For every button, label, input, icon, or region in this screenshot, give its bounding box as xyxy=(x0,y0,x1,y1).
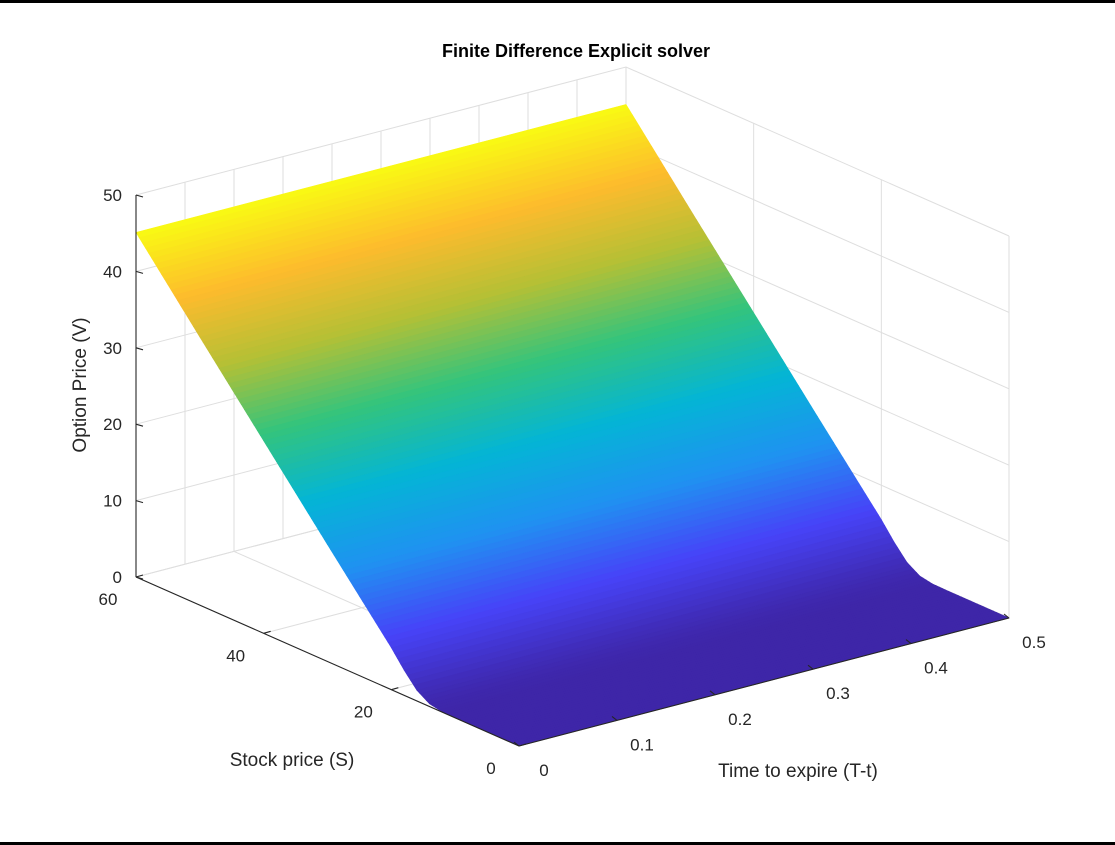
z-tick-label: 50 xyxy=(103,186,122,205)
z-tick-mark xyxy=(135,500,144,504)
x-tick-label: 0.4 xyxy=(924,659,948,678)
y-tick-mark xyxy=(391,687,399,691)
frame-top-border xyxy=(0,0,1115,3)
x-tick-mark xyxy=(611,715,618,721)
z-tick-label: 10 xyxy=(103,492,122,511)
chart-title: Finite Difference Explicit solver xyxy=(442,41,710,61)
x-tick-mark xyxy=(513,741,520,747)
y-tick-mark xyxy=(135,574,144,578)
z-tick-mark xyxy=(135,576,144,580)
x-tick-label: 0.5 xyxy=(1022,633,1046,652)
z-tick-mark xyxy=(135,194,144,198)
y-tick-label: 20 xyxy=(354,703,373,722)
x-tick-label: 0.2 xyxy=(728,710,752,729)
frame-bottom-border xyxy=(0,842,1115,845)
z-tick-label: 40 xyxy=(103,262,122,281)
x-tick-mark xyxy=(1003,613,1010,619)
x-tick-mark xyxy=(905,639,912,645)
x-axis-label: Time to expire (T-t) xyxy=(718,761,878,782)
z-tick-mark xyxy=(135,270,144,274)
z-tick-label: 0 xyxy=(113,568,122,587)
x-tick-label: 0.3 xyxy=(826,684,850,703)
y-tick-mark xyxy=(518,743,527,747)
z-tick-label: 20 xyxy=(103,415,122,434)
z-tick-label: 30 xyxy=(103,339,122,358)
surface xyxy=(135,104,1010,747)
z-axis-label: Option Price (V) xyxy=(70,317,91,452)
x-tick-mark xyxy=(709,690,716,696)
x-tick-label: 0 xyxy=(539,761,548,780)
y-axis-line xyxy=(135,576,520,747)
x-tick-mark xyxy=(807,664,814,670)
axis-lines xyxy=(135,194,1010,747)
tick-labels: 0 0.1 0.2 0.3 0.4 0.5 0 20 40 60 0 10 20 30 40 50 xyxy=(99,186,1046,780)
y-tick-label: 60 xyxy=(99,590,118,609)
y-axis-label: Stock price (S) xyxy=(230,750,355,771)
x-tick-label: 0.1 xyxy=(630,735,654,754)
z-tick-mark xyxy=(135,347,144,351)
y-tick-mark xyxy=(263,630,271,634)
x-axis-line xyxy=(518,617,1010,747)
y-tick-label: 40 xyxy=(226,646,245,665)
y-tick-label: 0 xyxy=(486,759,495,778)
z-tick-mark xyxy=(135,423,144,427)
